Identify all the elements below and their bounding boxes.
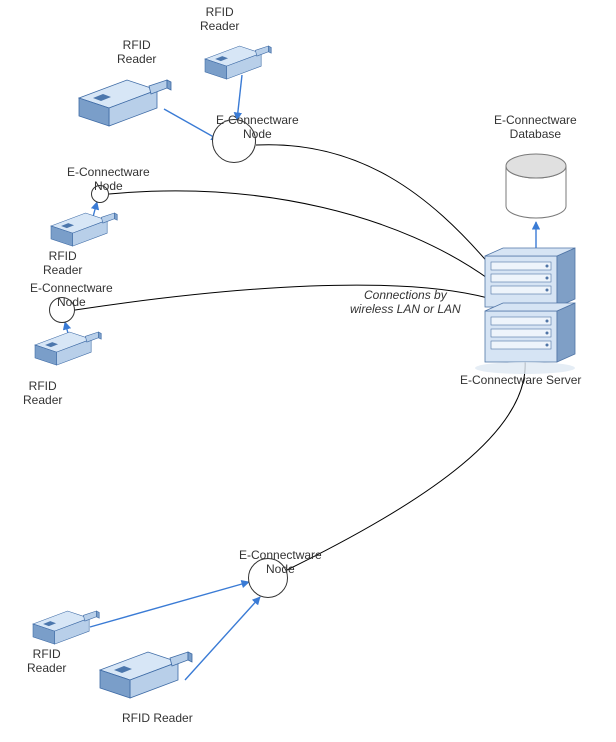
rfid-reader-icon [205, 46, 271, 79]
server-label: E-Connectware Server [460, 373, 581, 387]
rfid-reader-label: RFID Reader [122, 711, 193, 725]
rfid-reader-label: RFID Reader [23, 379, 62, 408]
node-label: E-Connectware Node [30, 281, 113, 310]
rfid-reader-icon [51, 213, 117, 246]
database-icon [506, 154, 566, 218]
blue-arrow [90, 582, 249, 627]
connection-curves [75, 145, 525, 570]
rfid-reader-icon [35, 332, 101, 365]
diagram-canvas: { "colors": { "text": "#333333", "connec… [0, 0, 616, 742]
connection-curve [109, 191, 490, 280]
node-label: E-Connectware Node [239, 548, 322, 577]
rfid-reader-label: RFID Reader [200, 5, 239, 34]
blue-arrow [65, 322, 72, 348]
rfid-reader-icon [100, 652, 192, 698]
blue-arrow [164, 109, 219, 140]
node-label: E-Connectware Node [216, 113, 299, 142]
svg-layer [0, 0, 616, 742]
rfid-reader-icon [79, 80, 171, 126]
blue-arrow [185, 597, 260, 680]
rfid-reader-icon [33, 611, 99, 644]
connection-curve [256, 145, 490, 265]
blue-arrow [90, 202, 97, 228]
rfid-reader-label: RFID Reader [43, 249, 82, 278]
rfid-reader-label: RFID Reader [27, 647, 66, 676]
server-icon [475, 248, 575, 374]
database-label: E-Connectware Database [494, 113, 577, 142]
connection-curve [287, 360, 525, 570]
node-label: E-Connectware Node [67, 165, 150, 194]
rfid-reader-label: RFID Reader [117, 38, 156, 67]
connections-label: Connections by wireless LAN or LAN [350, 288, 461, 317]
